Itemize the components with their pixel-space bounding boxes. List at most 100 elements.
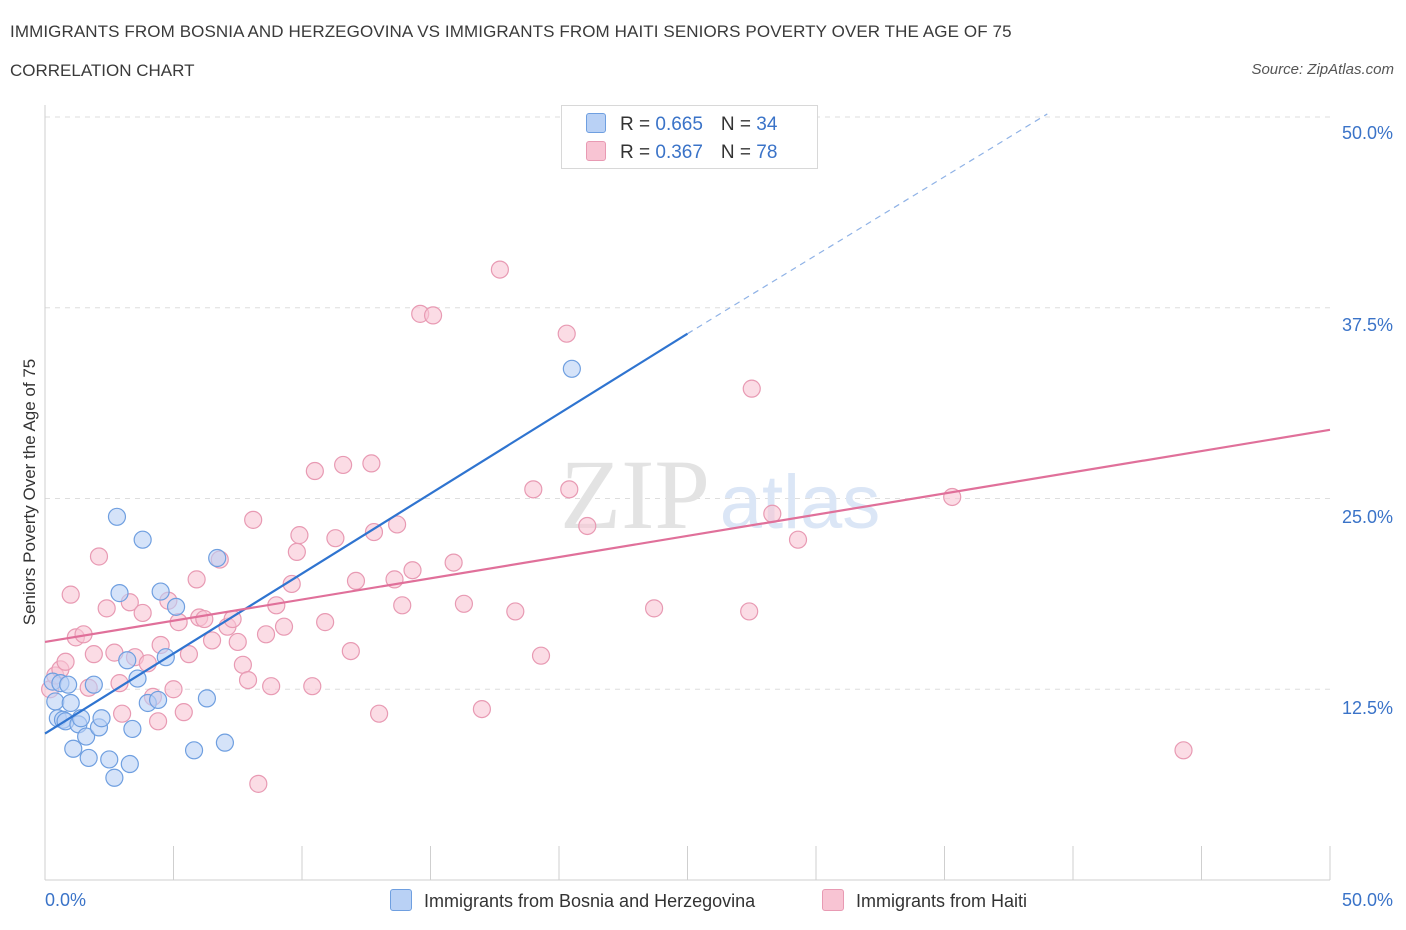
y-tick-label: 50.0%: [1341, 123, 1393, 143]
haiti-point: [403, 561, 422, 580]
haiti-point: [89, 547, 109, 566]
bosnia-point: [118, 651, 137, 670]
legend-n-value: 78: [756, 142, 778, 163]
bottom-legend-bosnia: Immigrants from Bosnia and Herzegovina: [390, 889, 755, 912]
haiti-point: [316, 613, 335, 632]
haiti-point: [61, 585, 80, 604]
haiti-point: [274, 617, 294, 636]
haiti-point: [557, 324, 576, 343]
axes: [44, 105, 1331, 881]
haiti-point: [169, 613, 188, 632]
haiti-point: [282, 574, 301, 594]
y-tick-label: 37.5%: [1341, 315, 1393, 335]
haiti-point: [454, 594, 474, 613]
bottom-legend-swatch-bosnia: [390, 889, 412, 911]
series-haiti-points: [41, 260, 1193, 793]
legend-row-bosnia: R = 0.665 N = 34: [586, 113, 777, 136]
haiti-point: [195, 609, 214, 629]
x-tick-label: 0.0%: [45, 890, 87, 910]
haiti-point: [742, 379, 761, 398]
haiti-point: [290, 526, 309, 545]
haiti-point: [133, 603, 152, 623]
haiti-point: [524, 480, 543, 499]
bosnia-point: [184, 741, 204, 760]
bosnia-point: [105, 768, 124, 787]
chart-title: IMMIGRANTS FROM BOSNIA AND HERZEGOVINA V…: [10, 22, 1012, 41]
bosnia-point: [208, 548, 227, 568]
y-tick-label: 12.5%: [1341, 698, 1393, 718]
haiti-point: [164, 680, 183, 699]
haiti-point: [305, 461, 324, 481]
legend-r-value: 0.665: [655, 114, 703, 135]
trend-line-haiti: [44, 428, 1331, 644]
haiti-point: [249, 774, 268, 793]
haiti-point: [393, 596, 412, 615]
gridlines: [45, 116, 1330, 690]
haiti-point: [531, 646, 551, 665]
watermark: ZIP atlas: [560, 439, 880, 550]
bosnia-point: [148, 690, 168, 710]
legend-r-label: R =: [620, 142, 656, 163]
bosnia-point: [120, 754, 139, 774]
bosnia-point: [46, 692, 65, 711]
bosnia-point: [110, 584, 129, 603]
haiti-point: [387, 515, 407, 534]
haiti-point: [187, 570, 206, 589]
bosnia-point: [562, 359, 581, 378]
haiti-point: [341, 641, 360, 661]
bosnia-point: [166, 597, 186, 616]
haiti-point: [228, 632, 247, 652]
haiti-point: [303, 677, 322, 696]
haiti-point: [179, 645, 199, 664]
haiti-point: [262, 677, 281, 696]
legend-n-label: N =: [720, 142, 757, 163]
y-tick-label: 25.0%: [1341, 507, 1393, 527]
legend-swatch-bosnia: [586, 113, 606, 133]
legend: R = 0.665 N = 34 R = 0.367 N = 78: [561, 105, 818, 169]
haiti-point: [112, 704, 132, 723]
chart-subtitle: CORRELATION CHART: [10, 61, 195, 80]
haiti-point: [174, 703, 193, 722]
legend-n-value: 34: [756, 114, 778, 135]
bottom-legend-swatch-haiti: [822, 889, 844, 911]
bosnia-point: [84, 675, 103, 694]
bosnia-point: [79, 748, 98, 768]
bosnia-point: [77, 727, 96, 746]
bosnia-point: [61, 693, 80, 713]
haiti-point: [578, 516, 597, 536]
trend-line-bosnia: [44, 332, 689, 735]
haiti-point: [97, 599, 116, 618]
haiti-point: [444, 553, 463, 572]
series-bosnia-points: [43, 359, 581, 787]
bosnia-point: [197, 689, 217, 708]
legend-row-haiti: R = 0.367 N = 78: [586, 141, 777, 164]
x-tick-label: 50.0%: [1341, 890, 1393, 910]
haiti-point: [256, 625, 276, 644]
haiti-point: [763, 504, 782, 523]
haiti-point: [238, 670, 258, 690]
haiti-point: [362, 454, 381, 473]
trend-line-bosnia-extension: [687, 113, 1048, 335]
source-label: Source: ZipAtlas.com: [1251, 61, 1394, 78]
haiti-point: [233, 655, 252, 674]
bosnia-point: [107, 507, 127, 526]
bosnia-point: [92, 709, 111, 728]
bottom-legend-haiti: Immigrants from Haiti: [822, 889, 1027, 912]
trend-lines: [44, 113, 1331, 735]
haiti-point: [148, 712, 168, 731]
haiti-point: [84, 645, 103, 664]
haiti-point: [506, 602, 525, 621]
bottom-legend-label-haiti: Immigrants from Haiti: [856, 891, 1028, 911]
bosnia-point: [64, 739, 83, 758]
legend-n-label: N =: [720, 114, 757, 135]
haiti-point: [560, 480, 579, 499]
legend-r-value: 0.367: [655, 142, 703, 163]
legend-swatch-haiti: [586, 141, 606, 161]
haiti-point: [244, 510, 263, 529]
bosnia-point: [100, 750, 119, 769]
haiti-point: [472, 699, 491, 719]
haiti-point: [788, 530, 808, 549]
haiti-point: [110, 674, 129, 693]
haiti-point: [490, 260, 509, 279]
